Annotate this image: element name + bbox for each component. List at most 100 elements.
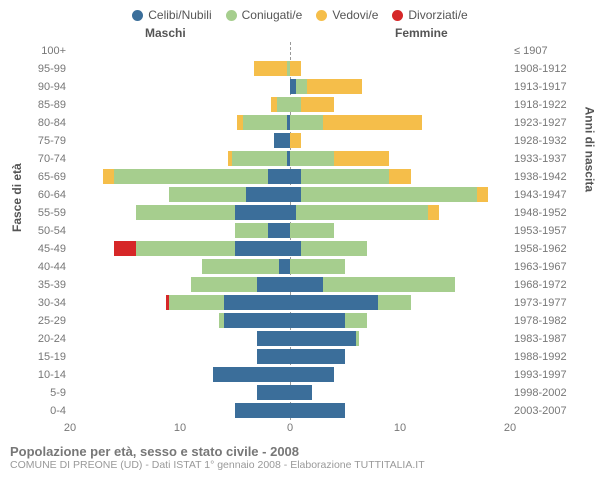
age-label: 50-54 bbox=[0, 222, 66, 240]
legend-item: Divorziati/e bbox=[392, 8, 467, 22]
bar-male bbox=[70, 385, 290, 400]
bar-segment bbox=[477, 187, 488, 202]
bar-segment bbox=[213, 367, 290, 382]
age-label: 15-19 bbox=[0, 348, 66, 366]
bar-segment bbox=[323, 115, 422, 130]
bar-male bbox=[70, 115, 290, 130]
bar-segment bbox=[246, 187, 290, 202]
bar-male bbox=[70, 367, 290, 382]
legend-label: Vedovi/e bbox=[332, 8, 378, 22]
bar-segment bbox=[114, 169, 268, 184]
age-label: 40-44 bbox=[0, 258, 66, 276]
bar-female bbox=[290, 223, 510, 238]
age-label: 95-99 bbox=[0, 60, 66, 78]
bar-segment bbox=[254, 61, 287, 76]
age-label: 5-9 bbox=[0, 384, 66, 402]
birth-year-label: 1938-1942 bbox=[514, 168, 600, 186]
bar-female bbox=[290, 385, 510, 400]
age-label: 60-64 bbox=[0, 186, 66, 204]
age-label: 90-94 bbox=[0, 78, 66, 96]
bar-female bbox=[290, 403, 510, 418]
legend-label: Divorziati/e bbox=[408, 8, 467, 22]
age-row bbox=[70, 366, 510, 384]
bar-segment bbox=[274, 133, 291, 148]
bar-segment bbox=[257, 349, 290, 364]
bar-segment bbox=[232, 151, 287, 166]
age-row bbox=[70, 276, 510, 294]
age-row bbox=[70, 402, 510, 420]
bar-segment bbox=[235, 223, 268, 238]
x-tick: 20 bbox=[504, 422, 516, 434]
bar-segment bbox=[202, 259, 279, 274]
bar-segment bbox=[268, 223, 290, 238]
bar-female bbox=[290, 241, 510, 256]
x-tick: 10 bbox=[394, 422, 406, 434]
birth-year-label: 1923-1927 bbox=[514, 114, 600, 132]
bar-segment bbox=[290, 61, 301, 76]
bar-segment bbox=[235, 241, 290, 256]
bar-segment bbox=[257, 385, 290, 400]
age-row bbox=[70, 96, 510, 114]
bar-female bbox=[290, 61, 510, 76]
bar-segment bbox=[290, 367, 334, 382]
bar-male bbox=[70, 241, 290, 256]
age-row bbox=[70, 330, 510, 348]
age-label: 55-59 bbox=[0, 204, 66, 222]
legend-swatch bbox=[392, 10, 403, 21]
bar-segment bbox=[307, 79, 362, 94]
age-row bbox=[70, 60, 510, 78]
bar-male bbox=[70, 97, 290, 112]
age-label: 80-84 bbox=[0, 114, 66, 132]
legend-label: Celibi/Nubili bbox=[148, 8, 211, 22]
bar-segment bbox=[290, 403, 345, 418]
birth-year-label: 1953-1957 bbox=[514, 222, 600, 240]
x-axis: 201001020 bbox=[70, 422, 510, 438]
age-row bbox=[70, 168, 510, 186]
bar-segment bbox=[114, 241, 136, 256]
birth-year-label: 1978-1982 bbox=[514, 312, 600, 330]
bar-segment bbox=[169, 295, 224, 310]
birth-year-label: 1933-1937 bbox=[514, 150, 600, 168]
x-tick: 10 bbox=[174, 422, 186, 434]
footer: Popolazione per età, sesso e stato civil… bbox=[0, 438, 600, 471]
header-male: Maschi bbox=[145, 26, 186, 40]
bar-female bbox=[290, 313, 510, 328]
age-label: 0-4 bbox=[0, 402, 66, 420]
bar-segment bbox=[257, 331, 290, 346]
birth-year-label: 1968-1972 bbox=[514, 276, 600, 294]
bar-segment bbox=[296, 205, 428, 220]
birth-year-label: 1993-1997 bbox=[514, 366, 600, 384]
bar-segment bbox=[290, 115, 323, 130]
bar-segment bbox=[290, 259, 345, 274]
bar-segment bbox=[290, 151, 334, 166]
population-pyramid: Fasce di età Anni di nascita 100+≤ 19079… bbox=[0, 42, 600, 438]
bar-segment bbox=[428, 205, 439, 220]
birth-year-label: 1928-1932 bbox=[514, 132, 600, 150]
age-row bbox=[70, 150, 510, 168]
bar-female bbox=[290, 133, 510, 148]
birth-year-label: 1948-1952 bbox=[514, 204, 600, 222]
birth-year-label: ≤ 1907 bbox=[514, 42, 600, 60]
bar-segment bbox=[290, 385, 312, 400]
legend-swatch bbox=[316, 10, 327, 21]
bar-male bbox=[70, 349, 290, 364]
age-label: 35-39 bbox=[0, 276, 66, 294]
age-row bbox=[70, 222, 510, 240]
bar-segment bbox=[389, 169, 411, 184]
bar-male bbox=[70, 169, 290, 184]
bar-segment bbox=[296, 79, 307, 94]
bar-segment bbox=[290, 277, 323, 292]
bar-male bbox=[70, 151, 290, 166]
bar-female bbox=[290, 349, 510, 364]
birth-year-label: 1973-1977 bbox=[514, 294, 600, 312]
age-row bbox=[70, 132, 510, 150]
bar-male bbox=[70, 223, 290, 238]
x-tick: 0 bbox=[287, 422, 293, 434]
birth-year-label: 1918-1922 bbox=[514, 96, 600, 114]
bar-segment bbox=[235, 205, 290, 220]
bar-male bbox=[70, 133, 290, 148]
age-label: 45-49 bbox=[0, 240, 66, 258]
legend-label: Coniugati/e bbox=[242, 8, 303, 22]
legend-swatch bbox=[226, 10, 237, 21]
bar-female bbox=[290, 187, 510, 202]
